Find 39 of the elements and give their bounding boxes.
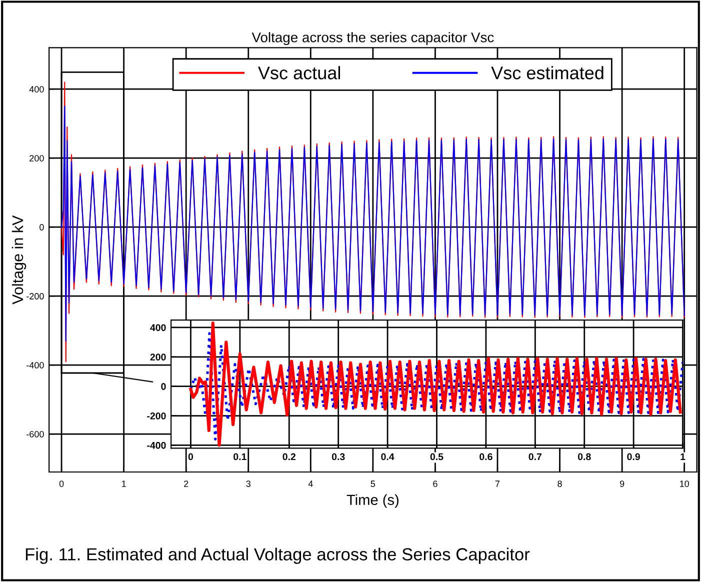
x-tick-label: 0.5: [430, 453, 444, 460]
x-tick-label: 9: [620, 480, 624, 487]
x-tick-label: 0.4: [381, 453, 394, 460]
y-tick-label: -600: [26, 431, 44, 438]
x-tick-label: 0.7: [528, 453, 542, 460]
y-tick-label: 200: [30, 155, 44, 162]
x-tick-label: 1: [680, 453, 686, 460]
chart-title: Voltage across the series capacitor Vsc: [252, 32, 494, 46]
y-tick-label: -400: [147, 442, 166, 449]
y-tick-label: 400: [150, 324, 166, 332]
y-tick-label: -400: [26, 362, 44, 368]
y-tick-label: 400: [29, 86, 44, 92]
x-tick-label: 1: [122, 480, 126, 487]
caption: Fig. 11. Estimated and Actual Voltage across the Series Capacitor: [26, 548, 530, 564]
x-tick-label: 4: [308, 480, 313, 487]
x-tick-label: 0.9: [627, 453, 640, 460]
x-tick-label: 5: [370, 480, 376, 487]
x-tick-label: 0.3: [332, 453, 345, 460]
x-tick-label: 2: [184, 480, 188, 487]
x-tick-label: 0.2: [282, 453, 296, 460]
x-tick-label: 7: [495, 480, 500, 487]
x-tick-label: 3: [246, 480, 250, 487]
y-tick-label: -200: [147, 412, 166, 420]
x-tick-label: 0: [188, 453, 194, 460]
x-tick-label: 8: [558, 480, 562, 487]
y-axis-title: Voltage in kV: [12, 215, 26, 304]
legend-label: Vsc actual: [258, 66, 340, 80]
y-tick-label: 200: [150, 354, 166, 361]
y-tick-label: 0: [40, 224, 44, 230]
x-tick-label: 0: [59, 480, 64, 487]
y-tick-label: 0: [161, 383, 166, 390]
x-tick-label: 0.1: [234, 453, 246, 460]
x-tick-label: 0.6: [480, 453, 492, 460]
y-tick-label: -200: [26, 293, 44, 300]
x-tick-label: 10: [680, 480, 690, 487]
x-axis-title: Time (s): [346, 494, 398, 508]
x-tick-label: 0.8: [578, 453, 591, 460]
legend-label: Vsc estimated: [491, 66, 604, 80]
x-tick-label: 6: [433, 480, 438, 487]
